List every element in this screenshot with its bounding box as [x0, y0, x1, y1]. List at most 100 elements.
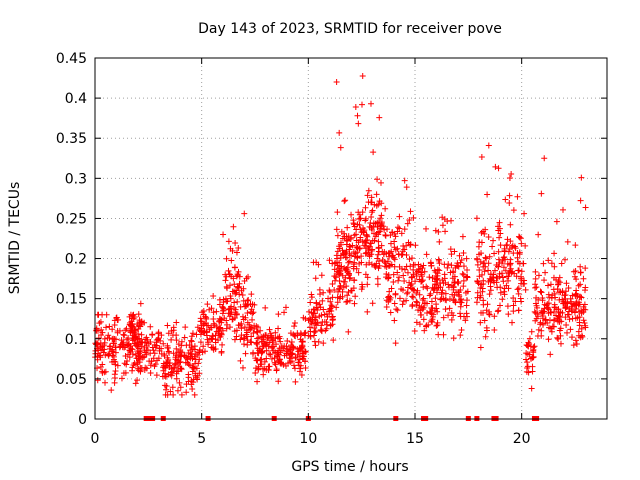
- data-point: [358, 101, 365, 108]
- data-point: [116, 327, 123, 334]
- data-point: [335, 269, 342, 276]
- data-point: [378, 222, 385, 229]
- data-point: [141, 319, 148, 326]
- data-point: [313, 300, 320, 307]
- data-point: [532, 300, 539, 307]
- data-point: [441, 261, 448, 268]
- data-point: [413, 319, 420, 326]
- data-point: [306, 315, 313, 322]
- data-point: [324, 313, 331, 320]
- data-point: [307, 333, 314, 340]
- data-point: [117, 341, 124, 348]
- data-point: [341, 198, 348, 205]
- data-point: [401, 177, 408, 184]
- data-point: [431, 285, 438, 292]
- data-point: [123, 361, 130, 368]
- data-point: [99, 361, 106, 368]
- data-point: [277, 338, 284, 345]
- data-point: [343, 254, 350, 261]
- data-point: [143, 347, 150, 354]
- data-point: [524, 365, 531, 372]
- data-point: [496, 273, 503, 280]
- data-point: [362, 237, 369, 244]
- data-point: [515, 307, 522, 314]
- data-point: [501, 254, 508, 261]
- data-point: [491, 326, 498, 333]
- data-point: [460, 313, 467, 320]
- data-point: [111, 335, 118, 342]
- data-point: [210, 293, 217, 300]
- data-point: [185, 378, 192, 385]
- data-point: [434, 276, 441, 283]
- data-point: [491, 313, 498, 320]
- data-point: [344, 267, 351, 274]
- data-point: [504, 260, 511, 267]
- x-tick-label: 15: [406, 431, 424, 447]
- data-point: [267, 330, 274, 337]
- data-point: [357, 234, 364, 241]
- data-point: [175, 356, 182, 363]
- data-point: [112, 361, 119, 368]
- data-point: [498, 270, 505, 277]
- data-point: [364, 233, 371, 240]
- data-point: [230, 223, 237, 230]
- data-point: [141, 353, 148, 360]
- data-point: [138, 331, 145, 338]
- data-point: [410, 261, 417, 268]
- data-point: [97, 340, 104, 347]
- data-point: [95, 311, 102, 318]
- data-point: [408, 274, 415, 281]
- data-point: [455, 280, 462, 287]
- data-point: [147, 369, 154, 376]
- data-point: [462, 317, 469, 324]
- data-point: [507, 265, 514, 272]
- data-point: [123, 325, 130, 332]
- data-point: [427, 259, 434, 266]
- data-point: [312, 328, 319, 335]
- data-point: [168, 365, 175, 372]
- data-point: [311, 310, 318, 317]
- data-point: [491, 250, 498, 257]
- data-point: [429, 313, 436, 320]
- data-point: [295, 348, 302, 355]
- data-point: [439, 222, 446, 229]
- data-point: [227, 282, 234, 289]
- data-point: [510, 302, 517, 309]
- data-point: [526, 341, 533, 348]
- data-point: [382, 232, 389, 239]
- data-point: [308, 291, 315, 298]
- data-point: [463, 310, 470, 317]
- data-point: [358, 253, 365, 260]
- data-point: [406, 216, 413, 223]
- data-point: [253, 328, 260, 335]
- data-point: [421, 299, 428, 306]
- data-point: [394, 224, 401, 231]
- data-point: [545, 336, 552, 343]
- data-point: [341, 230, 348, 237]
- data-point: [383, 270, 390, 277]
- data-point: [541, 155, 548, 162]
- data-point: [377, 179, 384, 186]
- data-point: [509, 319, 516, 326]
- data-point: [198, 322, 205, 329]
- data-point: [448, 217, 455, 224]
- data-point: [538, 307, 545, 314]
- data-point: [136, 335, 143, 342]
- data-point: [158, 332, 165, 339]
- data-point: [572, 242, 579, 249]
- y-tick-label: 0.4: [65, 91, 87, 107]
- data-point: [106, 335, 113, 342]
- data-point: [555, 335, 562, 342]
- data-point: [371, 230, 378, 237]
- data-point: [165, 330, 172, 337]
- data-point: [496, 302, 503, 309]
- data-point: [178, 338, 185, 345]
- data-point: [276, 345, 283, 352]
- data-point: [413, 289, 420, 296]
- data-point: [237, 336, 244, 343]
- data-point: [129, 367, 136, 374]
- data-point: [334, 209, 341, 216]
- y-tick-label: 0.25: [56, 211, 87, 227]
- data-point: [216, 301, 223, 308]
